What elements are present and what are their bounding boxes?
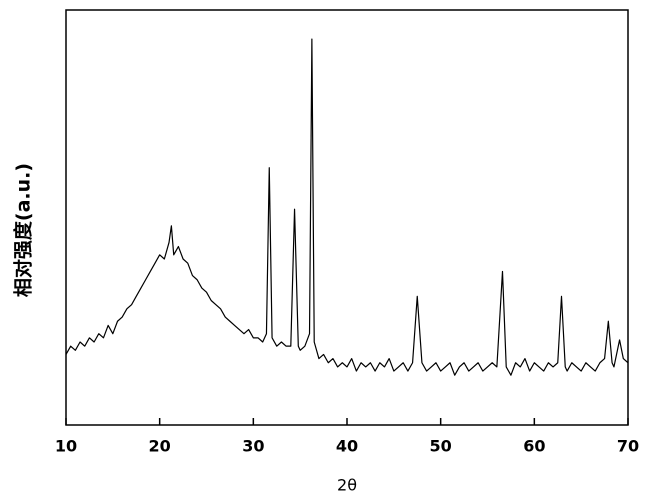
- x-axis-label: 2θ: [337, 476, 357, 495]
- x-tick-label: 10: [55, 437, 77, 456]
- plot-frame: [66, 10, 628, 425]
- y-axis-label: 相对强度(a.u.): [12, 163, 35, 297]
- chart: 2θ 相对强度(a.u.) 10 20 30 40 50 60 70: [0, 0, 647, 500]
- x-tick-label: 60: [523, 437, 545, 456]
- x-tick-label: 50: [430, 437, 452, 456]
- x-tick-label: 20: [149, 437, 171, 456]
- x-tick-label: 30: [242, 437, 264, 456]
- data-line: [66, 39, 628, 375]
- x-tick-label: 70: [617, 437, 639, 456]
- x-tick-label: 40: [336, 437, 358, 456]
